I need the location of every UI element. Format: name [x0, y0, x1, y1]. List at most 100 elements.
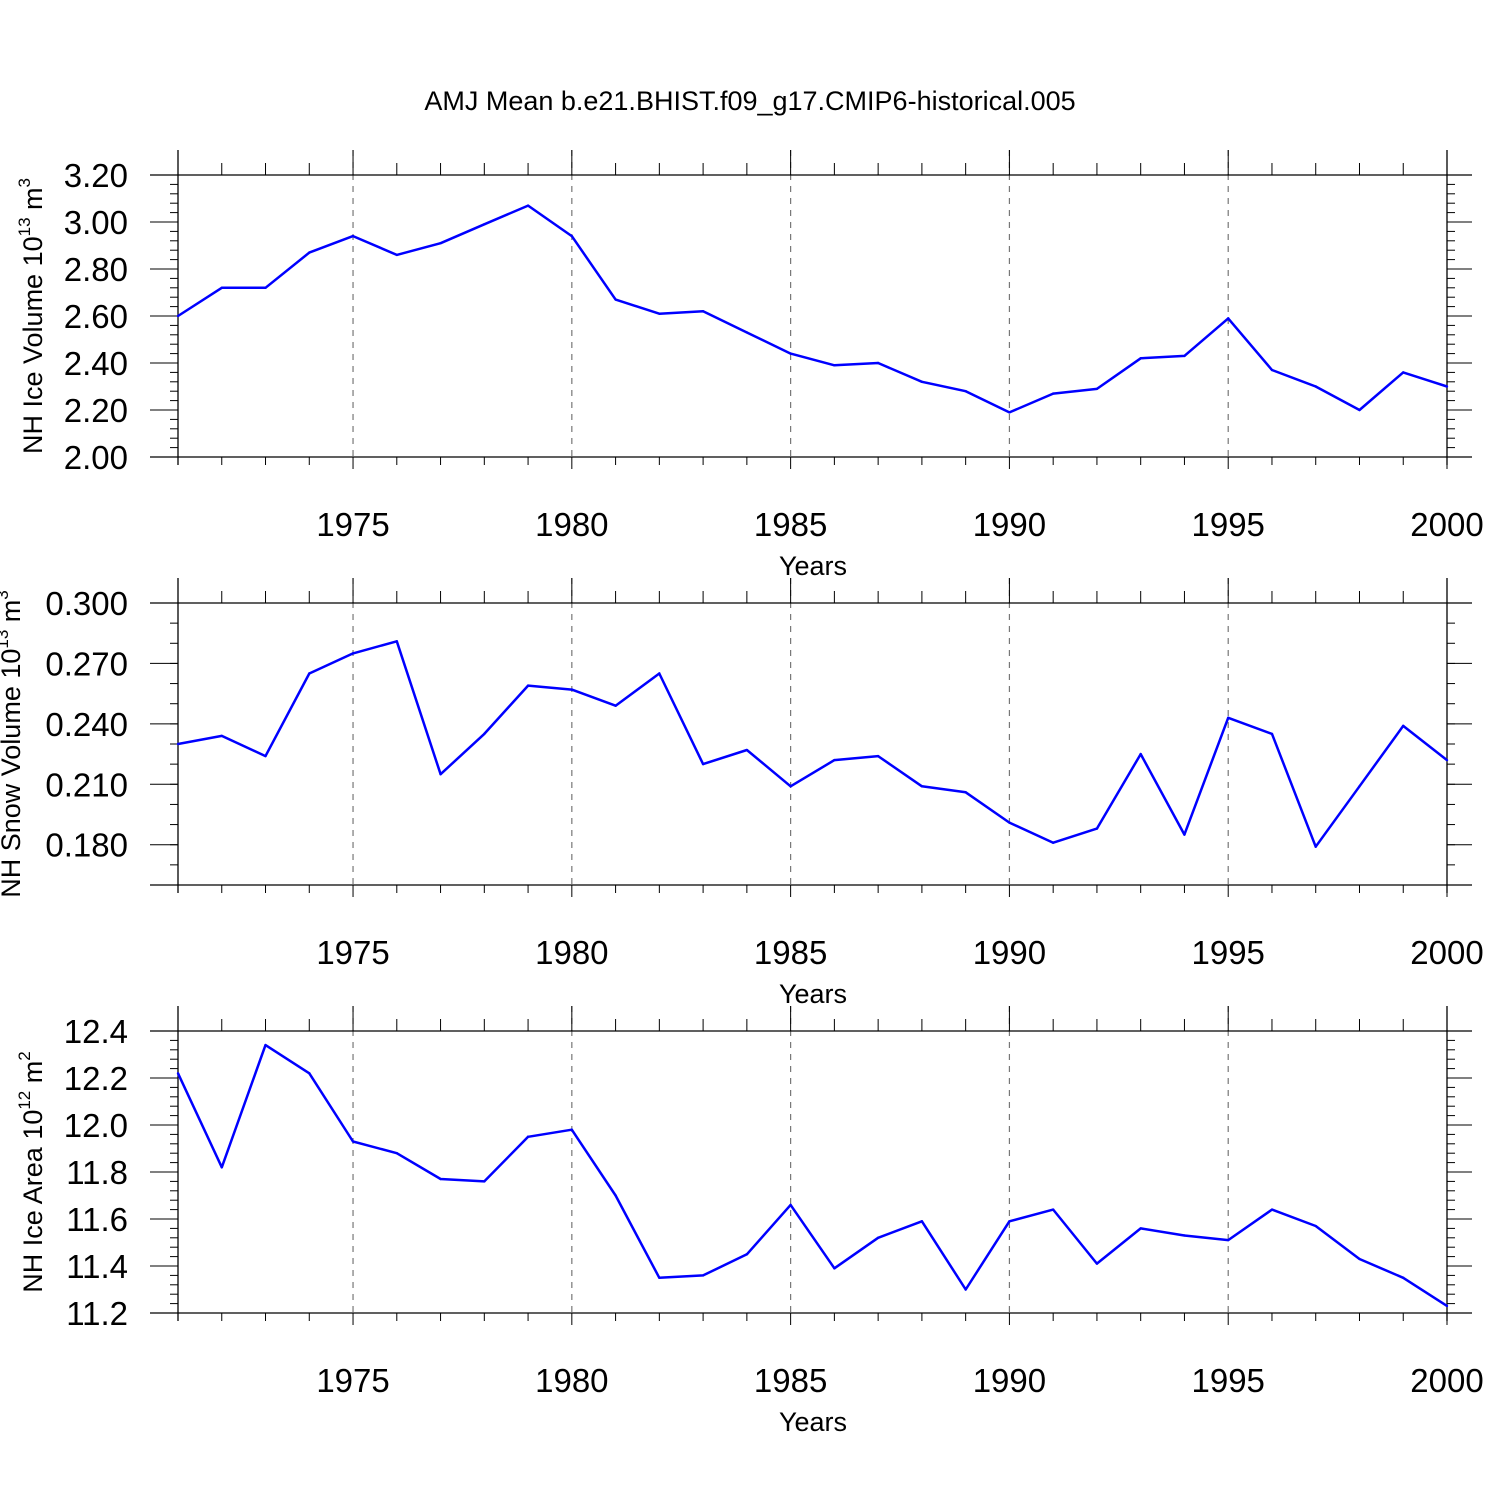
y-tick-label-0.300: 0.300 [45, 585, 128, 622]
data-point-2000 [1445, 385, 1449, 388]
data-point-1986 [833, 364, 836, 367]
data-point-1991 [1051, 841, 1055, 844]
data-point-1994 [1183, 1234, 1186, 1237]
data-point-1992 [1095, 387, 1099, 391]
data-point-1984 [745, 748, 749, 752]
data-point-1978 [483, 1180, 486, 1183]
y-tick-label-11.4: 11.4 [66, 1248, 128, 1285]
data-point-1993 [1139, 752, 1142, 756]
data-point-1998 [1358, 408, 1361, 412]
chart-title: AMJ Mean b.e21.BHIST.f09_g17.CMIP6-histo… [424, 86, 1075, 116]
data-point-1974 [308, 251, 311, 254]
panel-2: 0.180 0.210 0.240 0.270 0.300 1975 1980 1985 199… [0, 578, 1484, 1009]
data-point-1999 [1402, 724, 1405, 728]
y-axis-title-base: NH Ice Volume 10 [18, 236, 48, 454]
y-axis-title-unit: m [18, 1061, 48, 1091]
x-tick-label-2000: 2000 [1410, 506, 1483, 543]
data-point-1985 [789, 1203, 792, 1207]
data-point-1974 [308, 672, 311, 675]
data-point-1976 [395, 1152, 398, 1155]
x-tick-label-1990: 1990 [973, 934, 1046, 971]
data-point-1996 [1270, 368, 1274, 372]
data-point-1995 [1227, 1238, 1230, 1242]
y-tick-label-12.4: 12.4 [64, 1013, 128, 1050]
series-line [177, 204, 1448, 414]
data-point-1992 [1095, 827, 1099, 830]
data-point-1997 [1314, 1224, 1317, 1228]
data-point-1990 [1008, 1220, 1011, 1223]
y-tick-label-12.2: 12.2 [64, 1060, 128, 1097]
data-point-1972 [220, 1166, 223, 1169]
data-point-1987 [876, 361, 880, 365]
data-point-1984 [745, 331, 749, 334]
y-axis-title: NH Ice Area 1012 m2 [15, 1051, 48, 1292]
y-tick-label-11.8: 11.8 [66, 1154, 128, 1191]
data-point-1993 [1139, 357, 1142, 360]
y-tick-label-3.20: 3.20 [64, 157, 128, 194]
data-point-1994 [1183, 354, 1186, 358]
data-point-1973 [264, 754, 267, 758]
data-point-1996 [1270, 732, 1274, 736]
data-point-1990 [1008, 411, 1011, 414]
x-axis-title: Years [779, 551, 847, 581]
x-axis-title: Years [779, 1407, 847, 1437]
data-point-1992 [1095, 1262, 1099, 1265]
data-point-1979 [526, 204, 530, 207]
x-tick-label-1975: 1975 [316, 934, 389, 971]
x-tick-label-1975: 1975 [316, 1362, 389, 1399]
data-point-1995 [1227, 317, 1230, 320]
x-tick-label-1995: 1995 [1191, 1362, 1264, 1399]
data-point-1979 [526, 684, 530, 687]
y-axis-title-exp: 12 [15, 1091, 34, 1110]
y-tick-label-0.240: 0.240 [45, 706, 128, 743]
data-point-1998 [1358, 785, 1361, 788]
data-point-1989 [964, 1288, 967, 1291]
y-axis-title-unit-exp: 3 [0, 590, 12, 599]
x-tick-label-1985: 1985 [754, 934, 827, 971]
data-point-2000 [1445, 1304, 1449, 1308]
x-tick-label-1995: 1995 [1191, 934, 1264, 971]
x-tick-label-1980: 1980 [535, 1362, 608, 1399]
x-tick-label-2000: 2000 [1410, 1362, 1483, 1399]
y-tick-label-2.00: 2.00 [64, 439, 128, 476]
data-point-1993 [1139, 1227, 1142, 1230]
data-point-1982 [658, 312, 661, 315]
data-point-1991 [1051, 392, 1055, 395]
y-tick-label-0.180: 0.180 [45, 827, 128, 864]
data-point-1988 [920, 380, 924, 383]
data-point-1979 [526, 1135, 530, 1138]
data-point-1980 [570, 234, 574, 238]
data-point-1981 [614, 298, 617, 301]
x-tick-label-2000: 2000 [1410, 934, 1483, 971]
data-point-1985 [789, 785, 792, 788]
y-tick-label-0.270: 0.270 [45, 645, 128, 682]
data-point-1989 [964, 390, 967, 393]
data-point-1975 [351, 1140, 355, 1143]
y-tick-label-2.80: 2.80 [64, 251, 128, 288]
data-point-1999 [1402, 371, 1405, 374]
data-point-1986 [833, 1267, 836, 1270]
x-tick-label-1975: 1975 [316, 506, 389, 543]
data-point-1999 [1402, 1276, 1405, 1279]
data-point-1973 [264, 286, 267, 289]
y-axis-title-unit: m [0, 600, 26, 630]
data-point-1973 [264, 1043, 267, 1047]
data-point-1981 [614, 704, 617, 707]
y-tick-label-2.40: 2.40 [64, 345, 128, 382]
x-tick-label-1985: 1985 [754, 506, 827, 543]
y-axis-title-base: NH Snow Volume 10 [0, 649, 26, 898]
data-point-1987 [876, 1236, 880, 1240]
data-point-1997 [1314, 845, 1317, 848]
y-axis-title: NH Snow Volume 1013 m3 [0, 590, 26, 898]
data-point-1998 [1358, 1257, 1361, 1261]
x-tick-label-1985: 1985 [754, 1362, 827, 1399]
data-point-1985 [789, 352, 792, 355]
data-point-1981 [614, 1194, 617, 1197]
data-point-1971 [176, 314, 180, 318]
panel-1: 2.00 2.20 2.40 2.60 2.80 3.00 3.20 1975 1980 1985… [15, 150, 1484, 581]
y-tick-label-3.00: 3.00 [64, 204, 128, 241]
data-point-1996 [1270, 1208, 1274, 1211]
data-point-1980 [570, 1128, 574, 1131]
data-point-1971 [176, 742, 180, 746]
data-point-1975 [351, 234, 355, 238]
